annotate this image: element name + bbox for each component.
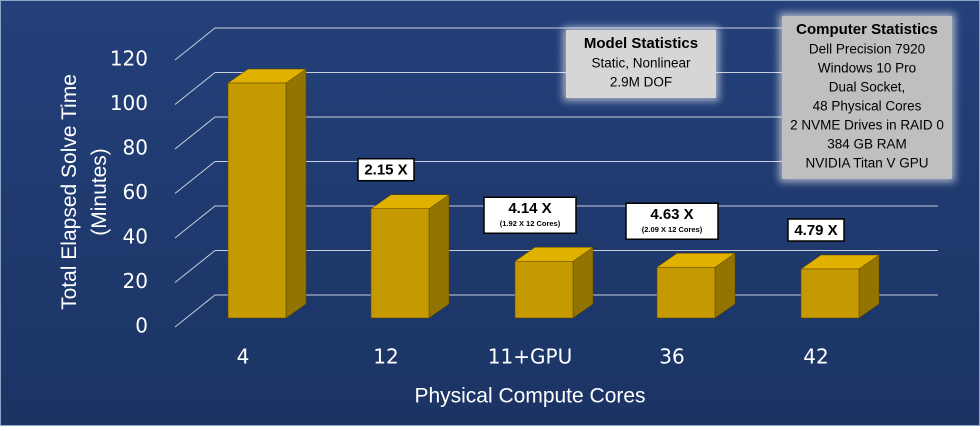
stats-box [782, 16, 952, 179]
bar [370, 194, 450, 319]
bar-side [285, 68, 307, 319]
y-tick-label: 60 [123, 180, 148, 204]
bar-front [656, 266, 716, 319]
bar-front [227, 82, 287, 319]
grid-line [174, 250, 938, 283]
stats-line: 2 NVME Drives in RAID 0 [790, 118, 944, 133]
speedup-sublabel: (2.09 X 12 Cores) [642, 225, 703, 234]
speedup-box [357, 157, 415, 182]
speedup-label: 4.79 X [794, 222, 837, 239]
bar-front [370, 208, 430, 319]
stats-line: NVIDIA Titan V GPU [805, 156, 928, 171]
bar [227, 68, 307, 319]
speedup-sublabel: (1.92 X 12 Cores) [500, 219, 561, 228]
speedup-box [483, 196, 577, 235]
y-axis-title: Total Elapsed Solve Time (Minutes) [58, 74, 111, 310]
bar-front [514, 261, 574, 319]
x-tick-label: 42 [803, 345, 828, 369]
stats-line: Dell Precision 7920 [809, 42, 925, 57]
x-tick-label: 36 [659, 345, 684, 369]
speedup-label: 2.15 X [364, 162, 407, 179]
speedup-label: 4.14 X [508, 200, 551, 217]
stats-line: 384 GB RAM [827, 137, 907, 152]
y-tick-label: 120 [110, 47, 148, 71]
bar [800, 254, 880, 319]
x-tick-label: 4 [237, 345, 250, 369]
speedup-box [625, 202, 719, 240]
x-tick-label: 12 [373, 345, 398, 369]
y-tick-label: 80 [123, 136, 148, 160]
stats-title: Model Statistics [584, 35, 698, 52]
y-tick-label: 20 [123, 269, 148, 293]
bar [514, 246, 594, 319]
y-tick-label: 40 [123, 225, 148, 249]
x-tick-label: 11+GPU [488, 345, 572, 369]
x-axis-title: Physical Compute Cores [414, 385, 645, 408]
stats-title: Computer Statistics [796, 21, 938, 38]
bar [656, 252, 736, 319]
y-tick-label: 100 [110, 91, 148, 115]
speedup-label: 4.63 X [650, 206, 693, 223]
grid-line [174, 161, 938, 194]
stats-line: 2.9M DOF [610, 75, 672, 90]
bar-side [428, 194, 450, 319]
stats-line: Dual Socket, [829, 80, 906, 95]
stats-line: Static, Nonlinear [591, 56, 691, 71]
speedup-box [787, 218, 845, 242]
stats-box [566, 30, 716, 98]
stats-line: 48 Physical Cores [813, 99, 922, 114]
y-tick-label: 0 [135, 314, 148, 338]
y-axis-title-line: Total Elapsed Solve Time [58, 74, 81, 310]
grid-line [174, 116, 938, 150]
stats-line: Windows 10 Pro [818, 61, 916, 76]
y-axis-title-line: (Minutes) [88, 148, 111, 236]
bar-front [800, 268, 860, 319]
